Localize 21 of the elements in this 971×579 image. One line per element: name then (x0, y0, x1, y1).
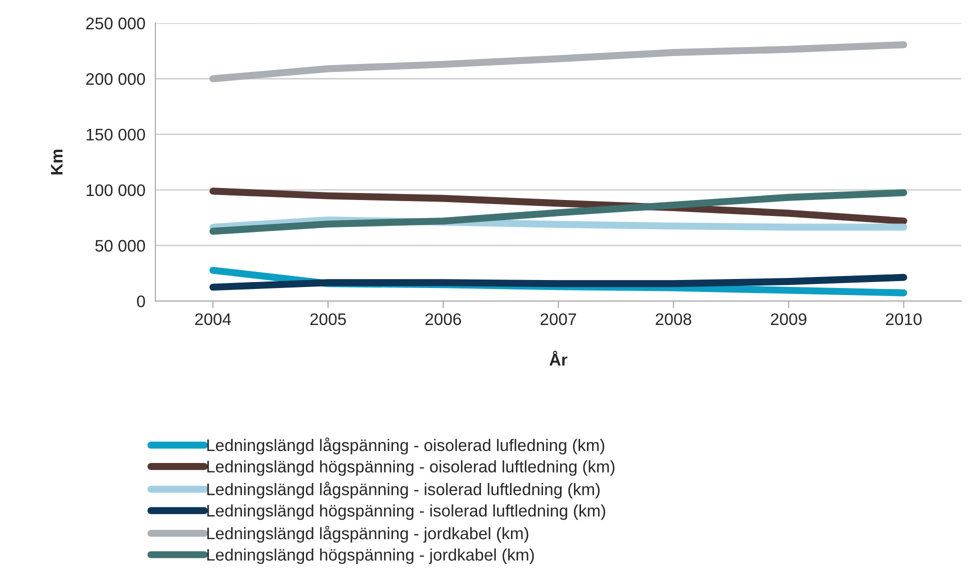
x-tick-label: 2004 (195, 313, 231, 326)
y-tick-label: 250 000 (86, 18, 145, 30)
x-tick-label: 2009 (770, 313, 806, 326)
legend-label: Ledningslängd lågspänning - isolerad luftledning (km) (207, 482, 600, 499)
x-axis-title: År (549, 350, 568, 366)
y-tick-label: 0 (137, 295, 145, 308)
x-tick-label: 2008 (656, 313, 692, 326)
legend-label: Ledningslängd lågspänning - oisolerad lufledning (km) (207, 438, 604, 454)
x-tick-label: 2005 (310, 313, 346, 326)
y-axis-title: Km (51, 150, 62, 174)
x-tick-label: 2006 (425, 313, 461, 326)
y-tick-label: 150 000 (86, 128, 145, 141)
x-tick-label: 2007 (540, 313, 576, 326)
x-tick-label: 2010 (886, 313, 922, 326)
y-tick-label: 200 000 (86, 73, 145, 85)
legend-label: Ledningslängd lågspänning - jordkabel (km) (207, 526, 528, 543)
y-tick-label: 50 000 (95, 240, 145, 252)
y-tick-label: 100 000 (86, 184, 145, 196)
legend-label: Ledningslängd högspänning - oisolerad luftledning (km) (207, 460, 614, 476)
legend-label: Ledningslängd högspänning - isolerad luftledning (km) (207, 504, 606, 520)
legend-label: Ledningslängd högspänning - jordkabel (km) (207, 548, 534, 564)
